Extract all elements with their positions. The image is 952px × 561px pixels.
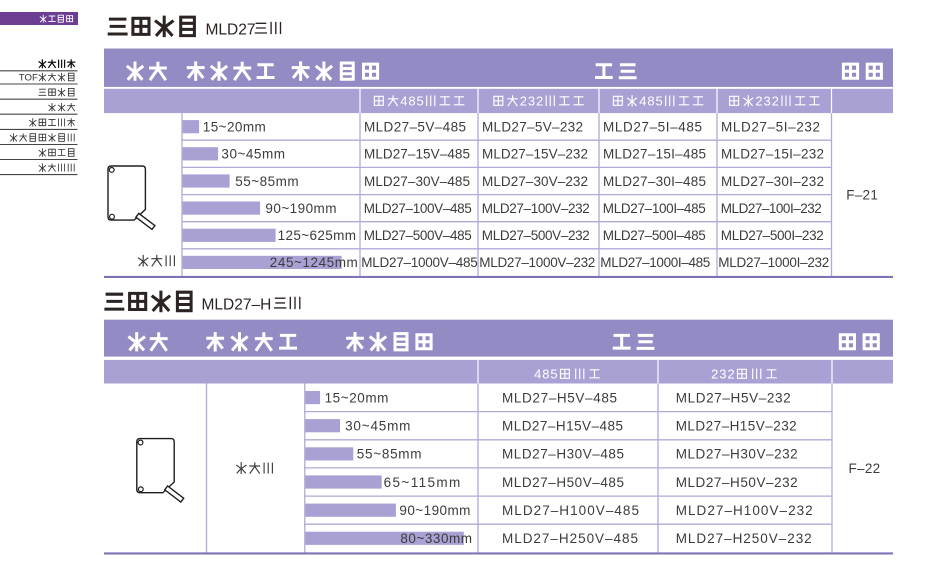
svg-text:80~330mm: 80~330mm [400,531,472,546]
svg-text:MLD27–H5V–485: MLD27–H5V–485 [502,390,617,405]
svg-text:TOF: TOF [19,73,38,84]
svg-text:MLD27–1000I–232: MLD27–1000I–232 [718,255,829,270]
svg-text:MLD27–30I–232: MLD27–30I–232 [721,174,824,189]
svg-text:MLD27: MLD27 [206,22,256,39]
svg-text:15~20mm: 15~20mm [325,390,389,405]
svg-text:232: 232 [711,367,735,382]
svg-text:485: 485 [639,94,663,109]
svg-text:MLD27–1000V–485: MLD27–1000V–485 [361,255,478,270]
svg-text:MLD27–15I–232: MLD27–15I–232 [721,147,824,162]
svg-text:MLD27–30V–485: MLD27–30V–485 [364,174,470,189]
svg-text:F–21: F–21 [846,187,878,202]
svg-text:MLD27–1000V–232: MLD27–1000V–232 [479,255,595,270]
svg-text:MLD27–H15V–232: MLD27–H15V–232 [676,419,797,434]
svg-text:485: 485 [400,94,424,109]
svg-text:90~190mm: 90~190mm [399,503,470,518]
svg-text:MLD27–H50V–232: MLD27–H50V–232 [676,475,798,490]
svg-text:MLD27–H100V–232: MLD27–H100V–232 [676,503,813,518]
svg-text:MLD27–5V–232: MLD27–5V–232 [482,120,583,135]
svg-text:MLD27–500V–485: MLD27–500V–485 [364,228,472,243]
svg-text:MLD27–500V–232: MLD27–500V–232 [482,228,590,243]
svg-text:MLD27–100I–232: MLD27–100I–232 [721,201,822,216]
svg-text:485: 485 [534,367,558,382]
svg-text:F–22: F–22 [849,461,881,476]
svg-text:MLD27–15V–485: MLD27–15V–485 [364,147,470,162]
svg-text:15~20mm: 15~20mm [203,120,266,135]
svg-text:MLD27–15I–485: MLD27–15I–485 [603,147,706,162]
svg-text:MLD27–H100V–485: MLD27–H100V–485 [502,503,639,518]
svg-text:MLD27–30I–485: MLD27–30I–485 [603,174,706,189]
svg-text:MLD27–H30V–232: MLD27–H30V–232 [676,447,798,462]
svg-text:MLD27–100V–485: MLD27–100V–485 [364,201,472,216]
svg-text:232: 232 [520,94,544,109]
svg-text:MLD27–1000I–485: MLD27–1000I–485 [600,255,710,270]
svg-text:65~115mm: 65~115mm [384,475,461,490]
svg-text:55~85mm: 55~85mm [357,447,422,462]
svg-text:55~85mm: 55~85mm [235,174,298,189]
svg-text:MLD27–100V–232: MLD27–100V–232 [482,201,590,216]
svg-text:MLD27–5V–485: MLD27–5V–485 [364,120,466,135]
svg-text:MLD27–H5V–232: MLD27–H5V–232 [676,390,791,405]
svg-text:125~625mm: 125~625mm [278,228,356,243]
svg-text:30~45mm: 30~45mm [345,419,410,434]
svg-text:MLD27–H250V–232: MLD27–H250V–232 [676,531,812,546]
svg-text:MLD27–5I–232: MLD27–5I–232 [721,120,820,135]
svg-text:MLD27–100I–485: MLD27–100I–485 [603,201,706,216]
svg-text:MLD27–5I–485: MLD27–5I–485 [603,120,702,135]
svg-text:90~190mm: 90~190mm [265,201,336,216]
svg-text:MLD27–15V–232: MLD27–15V–232 [482,147,588,162]
svg-text:MLD27–H: MLD27–H [202,297,272,314]
svg-text:245~1245mm: 245~1245mm [270,255,358,270]
svg-text:MLD27–H30V–485: MLD27–H30V–485 [502,447,624,462]
svg-text:232: 232 [755,94,779,109]
svg-text:MLD27–H15V–485: MLD27–H15V–485 [502,419,623,434]
svg-text:MLD27–500I–232: MLD27–500I–232 [721,228,824,243]
svg-text:MLD27–30V–232: MLD27–30V–232 [482,174,588,189]
svg-text:MLD27–H250V–485: MLD27–H250V–485 [502,531,638,546]
svg-text:MLD27–H50V–485: MLD27–H50V–485 [502,475,624,490]
svg-text:30~45mm: 30~45mm [221,147,285,162]
svg-text:MLD27–500I–485: MLD27–500I–485 [603,228,706,243]
